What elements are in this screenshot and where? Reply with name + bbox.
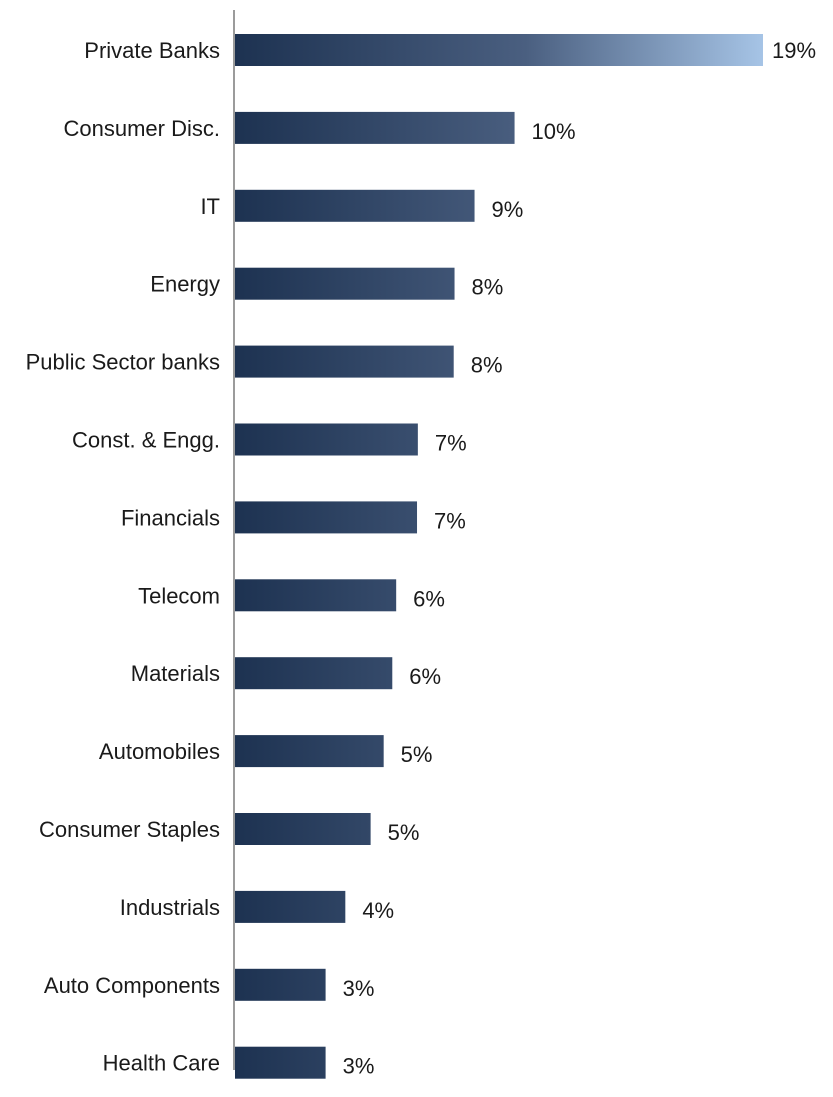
value-label: 6% (409, 664, 441, 689)
bar-materials (235, 657, 393, 690)
category-label: Automobiles (99, 739, 220, 764)
value-label: 9% (492, 197, 524, 222)
bar-industrials (235, 890, 346, 923)
value-labels: 19% 10% 9% 8% 8% 7% 7% 6% 6% 5% 5% 4% 3% 3% (343, 38, 816, 1079)
category-label: Energy (150, 272, 220, 297)
bar-telecom (235, 579, 397, 612)
category-label: Auto Components (44, 973, 220, 998)
value-label: 19% (772, 38, 816, 63)
value-label: 7% (435, 431, 467, 456)
category-label: Consumer Staples (39, 817, 220, 842)
category-label: Financials (121, 505, 220, 530)
value-label: 8% (472, 275, 504, 300)
bar-consumer-staples (235, 813, 371, 845)
category-label: Materials (131, 661, 220, 686)
category-labels: Private Banks Consumer Disc. IT Energy Publi… (26, 38, 220, 1076)
category-label: IT (200, 194, 220, 219)
bar-automobiles (235, 735, 384, 768)
category-label: Health Care (103, 1051, 220, 1076)
category-label: Public Sector banks (26, 350, 220, 375)
bars-group (235, 34, 763, 1079)
category-label: Private Banks (84, 38, 220, 63)
category-label: Industrials (120, 895, 220, 920)
value-label: 7% (434, 508, 466, 533)
category-label: Consumer Disc. (64, 116, 220, 141)
bar-const-engg (235, 423, 418, 456)
value-label: 3% (343, 1054, 375, 1079)
value-label: 5% (401, 742, 433, 767)
value-label: 6% (413, 586, 445, 611)
bar-private-banks (235, 34, 763, 66)
bar-energy (235, 267, 455, 300)
value-label: 10% (532, 119, 576, 144)
bar-health-care (235, 1046, 326, 1079)
value-label: 8% (471, 353, 503, 378)
category-label: Telecom (138, 583, 220, 608)
value-label: 3% (343, 976, 375, 1001)
bar-it (235, 189, 475, 222)
bar-public-sector-banks (235, 345, 454, 378)
category-label: Const. & Engg. (72, 428, 220, 453)
value-label: 4% (362, 898, 394, 923)
bar-auto-components (235, 968, 326, 1001)
bar-consumer-disc (235, 111, 515, 144)
bar-financials (235, 501, 418, 534)
value-label: 5% (388, 820, 420, 845)
